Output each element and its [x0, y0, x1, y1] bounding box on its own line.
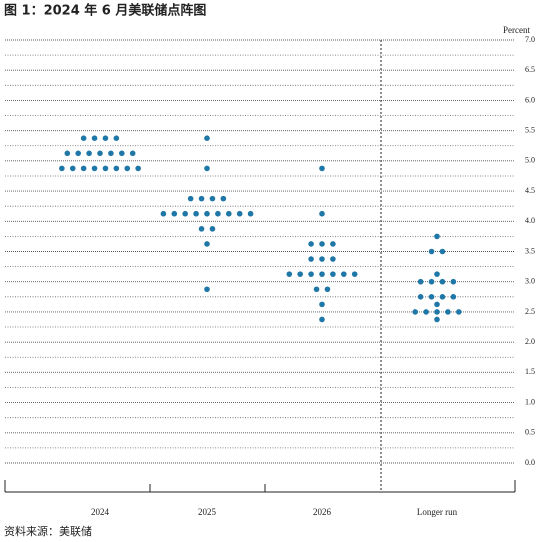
y-tick-label: 2.5	[525, 307, 535, 316]
dot	[450, 278, 457, 285]
dot	[171, 210, 178, 217]
dot	[308, 256, 314, 262]
dot	[319, 165, 325, 172]
dot	[204, 286, 210, 293]
dot	[439, 278, 446, 285]
dot	[215, 210, 221, 217]
source: 资料来源：美联储	[4, 524, 92, 538]
dot	[330, 256, 336, 262]
dot	[319, 210, 325, 217]
dot	[119, 150, 125, 157]
y-tick-label: 4.0	[525, 216, 535, 225]
dot	[308, 241, 314, 247]
dot	[286, 271, 293, 277]
dot	[319, 316, 325, 323]
dot	[341, 271, 347, 277]
dot	[428, 278, 435, 285]
dot	[102, 165, 109, 172]
dot	[324, 286, 331, 293]
dot	[97, 150, 103, 157]
dot	[434, 309, 440, 315]
dot	[439, 248, 446, 255]
dot	[297, 271, 304, 277]
dot	[434, 301, 440, 308]
dot	[428, 248, 435, 255]
x-tick-label: 2025	[198, 507, 217, 517]
dot	[69, 165, 76, 172]
dot	[308, 271, 314, 277]
dot	[220, 195, 227, 202]
dot	[113, 165, 120, 172]
dot	[80, 165, 87, 172]
dot	[450, 294, 457, 300]
dot	[113, 135, 120, 141]
dot	[102, 135, 109, 141]
y-tick-label: 2.0	[525, 337, 535, 346]
dot	[204, 210, 210, 217]
dot	[330, 241, 336, 247]
y-tick-label: 6.0	[525, 95, 535, 104]
dot	[445, 309, 451, 315]
y-tick-label: 0.0	[525, 458, 535, 467]
dot	[80, 135, 87, 141]
y-axis-label: Percent	[503, 25, 530, 35]
dot	[59, 165, 65, 172]
y-tick-label: 6.5	[525, 65, 535, 74]
dot	[124, 165, 131, 172]
dot	[204, 135, 210, 141]
dot	[456, 309, 462, 315]
dot	[129, 150, 136, 157]
dot	[204, 241, 210, 247]
dot	[91, 135, 98, 141]
dot	[75, 150, 81, 157]
dot	[417, 278, 424, 285]
dot	[351, 271, 358, 277]
dot	[198, 195, 205, 202]
dot	[198, 226, 205, 232]
dot	[86, 150, 92, 157]
dot	[204, 165, 210, 172]
dot	[160, 210, 167, 217]
dot	[226, 210, 232, 217]
dot	[319, 241, 325, 247]
dot	[193, 210, 199, 217]
x-tick-label: 2026	[313, 507, 332, 517]
y-tick-label: 0.5	[525, 428, 535, 437]
dot	[187, 195, 194, 202]
y-tick-label: 3.0	[525, 277, 535, 286]
y-tick-label: 5.5	[525, 125, 535, 134]
dot	[319, 271, 325, 277]
dot	[135, 165, 141, 172]
x-tick-label: 2024	[91, 507, 110, 517]
y-tick-label: 4.5	[525, 186, 535, 195]
dot	[330, 271, 336, 277]
y-tick-label: 1.5	[525, 367, 535, 376]
dot	[434, 233, 440, 240]
x-tick-label: Longer run	[417, 507, 458, 517]
dot	[434, 316, 440, 323]
y-tick-label: 1.0	[525, 397, 535, 406]
dot	[319, 256, 325, 262]
dot	[423, 309, 429, 315]
dot	[439, 294, 446, 300]
y-tick-label: 5.0	[525, 156, 535, 165]
dot	[428, 294, 435, 300]
dot	[417, 294, 424, 300]
dot	[209, 226, 216, 232]
dot	[412, 309, 419, 315]
dot	[247, 210, 254, 217]
dot	[64, 150, 71, 157]
dot	[209, 195, 216, 202]
chart-title: 图 1：2024 年 6 月美联储点阵图	[4, 3, 206, 19]
dot	[108, 150, 114, 157]
dot	[313, 286, 320, 293]
y-tick-label: 7.0	[525, 35, 535, 44]
y-tick-label: 3.5	[525, 246, 535, 255]
dot	[236, 210, 243, 217]
dot	[91, 165, 98, 172]
dot	[182, 210, 188, 217]
dot	[319, 301, 325, 308]
dot	[434, 271, 440, 277]
